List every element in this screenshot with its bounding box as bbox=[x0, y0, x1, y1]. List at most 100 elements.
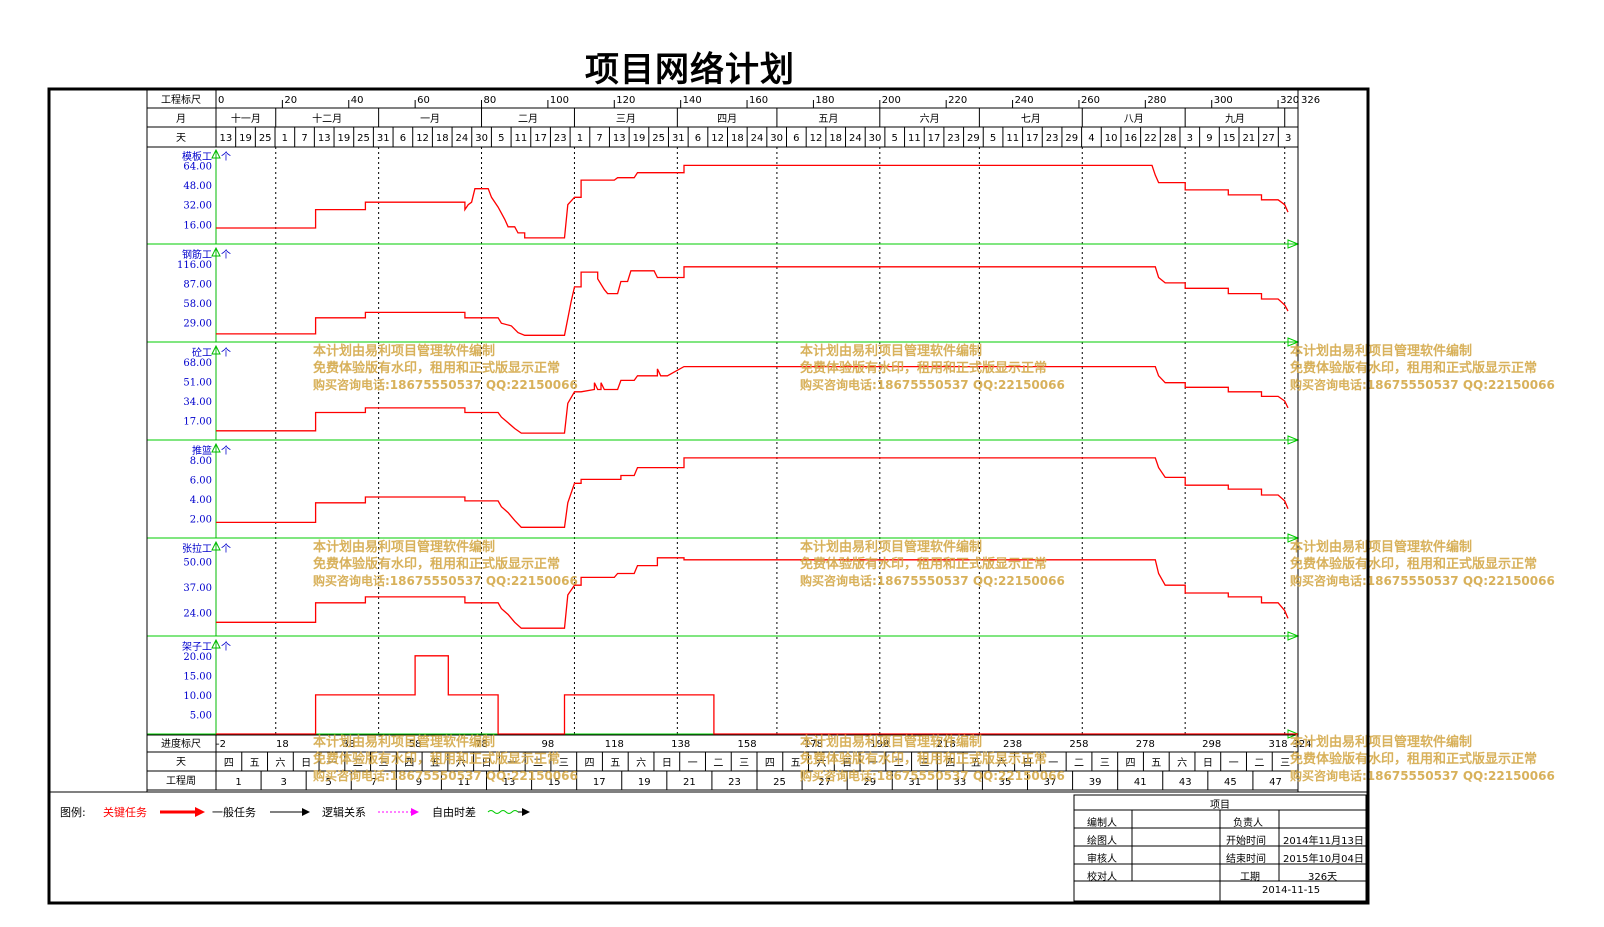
month-label: 三月 bbox=[616, 113, 636, 125]
legend-critical-arrow bbox=[195, 807, 205, 817]
watermark-line1: 本计划由易利项目管理软件编制 bbox=[800, 734, 982, 750]
series-name-label: 钢筋工 bbox=[182, 248, 212, 261]
watermark-line2: 免费体验版有水印，租用和正式版显示正常 bbox=[800, 751, 1047, 767]
day-label: 12 bbox=[810, 133, 823, 144]
day-label: 23 bbox=[554, 133, 567, 144]
watermark-line3: 购买咨询电话:18675550537 QQ:22150066 bbox=[313, 573, 578, 588]
scale-tick-label: 280 bbox=[1147, 95, 1166, 106]
y-tick-label: 34.00 bbox=[183, 397, 212, 408]
week-label: 41 bbox=[1134, 777, 1147, 788]
day-label: 19 bbox=[633, 133, 646, 144]
week-label: 7 bbox=[371, 777, 377, 788]
series-name-label: 砼工 bbox=[192, 346, 212, 359]
y-tick-label: 58.00 bbox=[183, 299, 212, 310]
weekday-label: 日 bbox=[482, 758, 492, 769]
series-name-label: 模板工 bbox=[182, 150, 212, 163]
month-label: 十一月 bbox=[231, 112, 261, 125]
watermark-line2: 免费体验版有水印，租用和正式版显示正常 bbox=[1290, 360, 1537, 376]
day-label: 25 bbox=[357, 133, 370, 144]
scale-tick-label: 80 bbox=[484, 95, 497, 106]
week-label: 35 bbox=[999, 777, 1012, 788]
day-label: 24 bbox=[751, 133, 764, 144]
tb-checker-label: 校对人 bbox=[1087, 872, 1117, 883]
tb-end-label: 结束时间 bbox=[1226, 854, 1266, 865]
y-tick-label: 37.00 bbox=[183, 583, 212, 594]
watermark-line1: 本计划由易利项目管理软件编制 bbox=[1290, 343, 1472, 359]
week-label: 9 bbox=[416, 777, 422, 788]
progress-tick-label: 58 bbox=[409, 739, 422, 750]
week-label: 1 bbox=[235, 777, 241, 788]
watermark-block: 本计划由易利项目管理软件编制免费体验版有水印，租用和正式版显示正常购买咨询电话:… bbox=[800, 539, 1065, 588]
day-label: 18 bbox=[829, 133, 842, 144]
day-label: 23 bbox=[947, 133, 960, 144]
watermark-line1: 本计划由易利项目管理软件编制 bbox=[1290, 734, 1472, 750]
y-tick-label: 5.00 bbox=[190, 710, 212, 721]
day-label: 5 bbox=[990, 133, 996, 144]
tb-editor-label: 编制人 bbox=[1087, 818, 1117, 829]
weekday-label: 三 bbox=[378, 758, 388, 769]
week-label: 13 bbox=[503, 777, 516, 788]
series-line bbox=[216, 557, 1289, 629]
watermark-line2: 免费体验版有水印，租用和正式版显示正常 bbox=[313, 556, 560, 572]
day-label: 10 bbox=[1105, 133, 1118, 144]
week-label: 29 bbox=[863, 777, 876, 788]
week-label: 21 bbox=[683, 777, 696, 788]
day-label: 11 bbox=[908, 133, 921, 144]
scale-tick-label: 180 bbox=[815, 95, 834, 106]
series-line bbox=[216, 164, 1289, 239]
legend-logic-label: 逻辑关系 bbox=[322, 806, 366, 819]
watermark-line3: 购买咨询电话:18675550537 QQ:22150066 bbox=[800, 573, 1065, 588]
weekday-label: 一 bbox=[688, 758, 698, 769]
scale-tick-label: 160 bbox=[749, 95, 768, 106]
day-label: 6 bbox=[400, 133, 406, 144]
day-label: 7 bbox=[596, 133, 602, 144]
month-label: 九月 bbox=[1225, 113, 1245, 125]
month-label: 七月 bbox=[1021, 113, 1041, 125]
month-label: 八月 bbox=[1124, 113, 1144, 125]
day-label: 12 bbox=[416, 133, 429, 144]
watermark-line2: 免费体验版有水印，租用和正式版显示正常 bbox=[313, 360, 560, 376]
weekday-label: 五 bbox=[1151, 758, 1161, 769]
progress-tick-label: 258 bbox=[1069, 739, 1088, 750]
legend-logic-arrow bbox=[411, 808, 419, 816]
week-label: 45 bbox=[1224, 777, 1237, 788]
weekday-label: 三 bbox=[1100, 758, 1110, 769]
y-tick-label: 50.00 bbox=[183, 558, 212, 569]
watermark-line3: 购买咨询电话:18675550537 QQ:22150066 bbox=[313, 377, 578, 392]
tb-end-value: 2015年10月04日 bbox=[1283, 854, 1364, 865]
outer-frame bbox=[47, 87, 1370, 905]
day-label: 31 bbox=[672, 133, 685, 144]
weekday-label: 一 bbox=[507, 758, 517, 769]
day-label: 1 bbox=[282, 133, 288, 144]
weekday-label: 日 bbox=[1023, 758, 1033, 769]
watermark-line3: 购买咨询电话:18675550537 QQ:22150066 bbox=[1290, 377, 1555, 392]
month-label: 十二月 bbox=[312, 112, 342, 125]
footer-row1-label: 进度标尺 bbox=[161, 737, 201, 750]
day-label: 19 bbox=[239, 133, 252, 144]
y-tick-label: 87.00 bbox=[183, 280, 212, 291]
day-label: 12 bbox=[711, 133, 724, 144]
watermark-line3: 购买咨询电话:18675550537 QQ:22150066 bbox=[800, 768, 1065, 783]
progress-tick-label: 18 bbox=[276, 739, 289, 750]
page-title: 项目网络计划 bbox=[585, 50, 795, 90]
progress-tick-label: 98 bbox=[542, 739, 555, 750]
week-label: 15 bbox=[548, 777, 561, 788]
series-line bbox=[216, 365, 1289, 434]
watermark-block: 本计划由易利项目管理软件编制免费体验版有水印，租用和正式版显示正常购买咨询电话:… bbox=[1290, 539, 1555, 588]
weekday-label: 二 bbox=[353, 758, 363, 769]
tb-duration-value: 326天 bbox=[1308, 872, 1338, 883]
watermark-line2: 免费体验版有水印，租用和正式版显示正常 bbox=[1290, 751, 1537, 767]
y-axis-arrow bbox=[211, 246, 221, 257]
weekday-label: 一 bbox=[1229, 758, 1239, 769]
y-tick-label: 2.00 bbox=[190, 514, 212, 525]
y-tick-label: 15.00 bbox=[183, 671, 212, 682]
grid-layer bbox=[147, 147, 1300, 739]
separator-arrow bbox=[1287, 239, 1300, 249]
y-tick-label: 64.00 bbox=[183, 161, 212, 172]
weekday-label: 六 bbox=[997, 757, 1007, 769]
day-label: 29 bbox=[967, 133, 980, 144]
y-tick-label: 116.00 bbox=[177, 260, 212, 271]
series-unit-label: 个 bbox=[221, 151, 231, 163]
day-label: 13 bbox=[219, 133, 232, 144]
